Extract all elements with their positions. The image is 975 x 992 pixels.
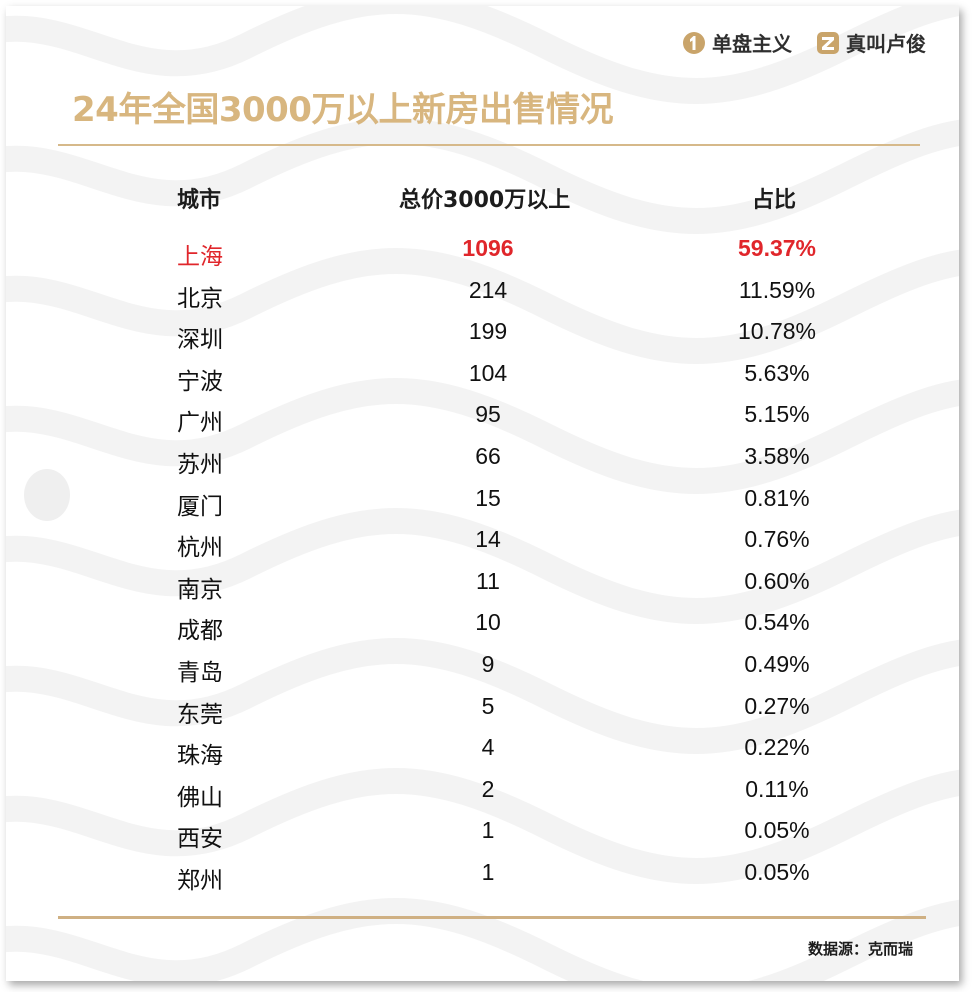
cell-share: 0.11%	[745, 775, 809, 802]
cell-total: 199	[468, 318, 508, 345]
cell-total: 95	[475, 401, 501, 428]
cell-share: 3.58%	[744, 443, 810, 469]
cell-city: 深圳	[177, 327, 223, 354]
cell-city: 南京	[177, 576, 223, 603]
z-logo-icon	[817, 31, 839, 54]
cell-city: 宁波	[177, 368, 223, 395]
table-row: 杭州 14 0.76%	[6, 524, 959, 564]
table-row: 厦门 15 0.81%	[6, 483, 959, 523]
cell-city: 成都	[177, 618, 223, 645]
brand-label: 真叫卢俊	[846, 32, 926, 56]
cell-total: 1	[481, 859, 495, 885]
wave-pattern-background	[6, 6, 959, 981]
title-divider	[58, 144, 920, 146]
cell-share: 0.05%	[744, 859, 810, 885]
table-row: 深圳 199 10.78%	[6, 316, 959, 356]
brand-zhenjiaolujun: 真叫卢俊	[816, 28, 926, 57]
cell-share: 0.60%	[744, 567, 810, 594]
cell-city: 郑州	[177, 868, 223, 894]
side-scroll-handle	[24, 469, 70, 521]
table-row: 北京 214 11.59%	[6, 275, 959, 315]
cell-total: 11	[476, 567, 500, 594]
cell-share: 0.27%	[744, 692, 810, 719]
cell-city: 广州	[177, 410, 223, 437]
cell-total: 9	[481, 651, 495, 677]
cell-city: 珠海	[177, 743, 223, 770]
cell-share: 59.37%	[737, 235, 816, 261]
table-row: 佛山 2 0.11%	[6, 774, 959, 814]
table-row: 成都 10 0.54%	[6, 607, 959, 647]
cell-total: 66	[475, 443, 501, 469]
data-source-note: 数据源：克而瑞	[807, 940, 913, 958]
cell-share: 0.76%	[744, 526, 810, 553]
column-header-share: 占比	[752, 188, 797, 213]
brand-label: 单盘主义	[712, 32, 792, 56]
table-row: 宁波 104 5.63%	[6, 358, 959, 398]
cell-total: 214	[468, 276, 508, 303]
cell-city: 青岛	[177, 660, 223, 686]
cell-total: 14	[475, 526, 501, 553]
cell-city: 西安	[177, 826, 223, 853]
cell-city: 苏州	[177, 452, 223, 478]
cell-share: 5.63%	[744, 359, 810, 386]
cell-total: 5	[481, 692, 495, 719]
cell-total: 15	[475, 484, 501, 511]
table-row: 广州 95 5.15%	[6, 399, 959, 439]
brand-danpanzhuyi: 单盘主义	[682, 28, 792, 57]
cell-total: 10	[475, 609, 501, 636]
cell-city: 上海	[177, 244, 223, 270]
table-row: 郑州 1 0.05%	[6, 857, 959, 897]
table-row: 青岛 9 0.49%	[6, 649, 959, 689]
table-row: 东莞 5 0.27%	[6, 691, 959, 731]
cell-city: 佛山	[177, 784, 223, 811]
cell-share: 0.22%	[744, 734, 810, 761]
table-row: 南京 11 0.60%	[6, 566, 959, 606]
footer-divider	[58, 916, 926, 919]
cell-share: 0.81%	[744, 484, 810, 511]
page-title: 24年全国3000万以上新房出售情况	[72, 90, 613, 130]
cell-share: 11.59%	[738, 276, 816, 303]
cell-share: 0.49%	[744, 651, 810, 677]
column-header-total: 总价3000万以上	[399, 188, 571, 213]
cell-share: 10.78%	[737, 318, 816, 345]
cell-share: 0.05%	[744, 817, 810, 844]
table-row: 上海 1096 59.37%	[6, 233, 959, 273]
cell-total: 1096	[462, 235, 514, 261]
cell-total: 104	[468, 359, 508, 386]
infographic-card: 单盘主义 真叫卢俊 24年全国3000万以上新房出售情况 城市 总价3000万以…	[6, 6, 959, 981]
number-one-icon	[683, 31, 705, 54]
table-row: 西安 1 0.05%	[6, 815, 959, 855]
cell-share: 0.54%	[744, 609, 810, 636]
cell-total: 4	[481, 734, 495, 761]
cell-city: 东莞	[177, 701, 223, 728]
cell-city: 厦门	[177, 493, 223, 520]
cell-city: 杭州	[177, 535, 223, 562]
cell-share: 5.15%	[744, 401, 810, 428]
cell-total: 2	[481, 775, 495, 802]
cell-total: 1	[481, 817, 495, 844]
table-row: 苏州 66 3.58%	[6, 441, 959, 481]
cell-city: 北京	[177, 285, 223, 312]
table-row: 珠海 4 0.22%	[6, 732, 959, 772]
column-header-city: 城市	[177, 188, 222, 213]
